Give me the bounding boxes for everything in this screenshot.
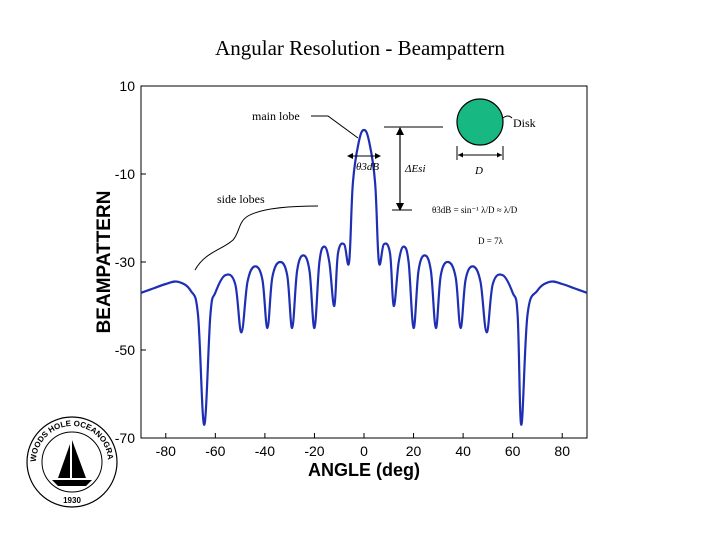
x-tick-label: -20 bbox=[304, 443, 324, 459]
y-axis-label: BEAMPATTERN bbox=[94, 191, 115, 334]
diameter-arrow-right-head bbox=[497, 152, 502, 158]
logo-inner-ring bbox=[41, 431, 103, 493]
x-tick-label: 20 bbox=[406, 443, 422, 459]
delta-e-arrow-top-head bbox=[396, 127, 404, 135]
diameter-label: D bbox=[474, 165, 483, 177]
x-axis-ticks: -80 -60 -40 -20 0 20 40 60 80 bbox=[156, 433, 570, 459]
main-lobe-label: main lobe bbox=[252, 109, 300, 123]
y-tick-label: -10 bbox=[115, 166, 135, 182]
x-tick-label: -80 bbox=[156, 443, 176, 459]
theta-3db-label: θ3dB bbox=[356, 161, 379, 173]
x-axis-label: ANGLE (deg) bbox=[308, 460, 420, 480]
delta-e-arrow-bottom-head bbox=[396, 203, 404, 211]
disk-aperture bbox=[456, 98, 504, 146]
main-lobe-pointer bbox=[311, 115, 359, 139]
logo-ship-sails bbox=[58, 440, 86, 478]
y-tick-label: -50 bbox=[115, 342, 135, 358]
beampattern-line bbox=[140, 128, 588, 426]
side-lobes-label: side lobes bbox=[217, 192, 265, 206]
x-tick-label: 40 bbox=[455, 443, 471, 459]
disk-label: Disk bbox=[513, 116, 536, 130]
y-tick-label: -30 bbox=[115, 254, 135, 270]
x-tick-label: 0 bbox=[360, 443, 368, 459]
diameter-arrow-left-head bbox=[458, 152, 463, 158]
diameter-relation: D = 7λ bbox=[478, 236, 504, 246]
logo-ship-hull bbox=[52, 480, 92, 486]
x-tick-label: -60 bbox=[205, 443, 225, 459]
x-tick-label: 80 bbox=[554, 443, 570, 459]
y-axis-ticks: 10 -10 -30 -50 -70 bbox=[115, 78, 146, 446]
beamwidth-arrow-left-head bbox=[347, 153, 353, 159]
beamwidth-arrow-right-head bbox=[375, 153, 381, 159]
y-tick-label: -70 bbox=[115, 430, 135, 446]
logo-outer-ring bbox=[26, 416, 118, 508]
x-tick-label: -40 bbox=[255, 443, 275, 459]
side-lobes-pointer bbox=[194, 205, 319, 271]
y-tick-label: 10 bbox=[119, 78, 135, 94]
logo-year: 1930 bbox=[63, 496, 81, 505]
delta-e-label: ΔEsi bbox=[404, 163, 426, 175]
disk-pointer bbox=[502, 115, 513, 119]
slide-title: Angular Resolution - Beampattern bbox=[215, 36, 505, 60]
x-tick-label: 60 bbox=[505, 443, 521, 459]
beamwidth-formula: θ3dB = sin⁻¹ λ/D ≈ λ/D bbox=[432, 205, 518, 215]
